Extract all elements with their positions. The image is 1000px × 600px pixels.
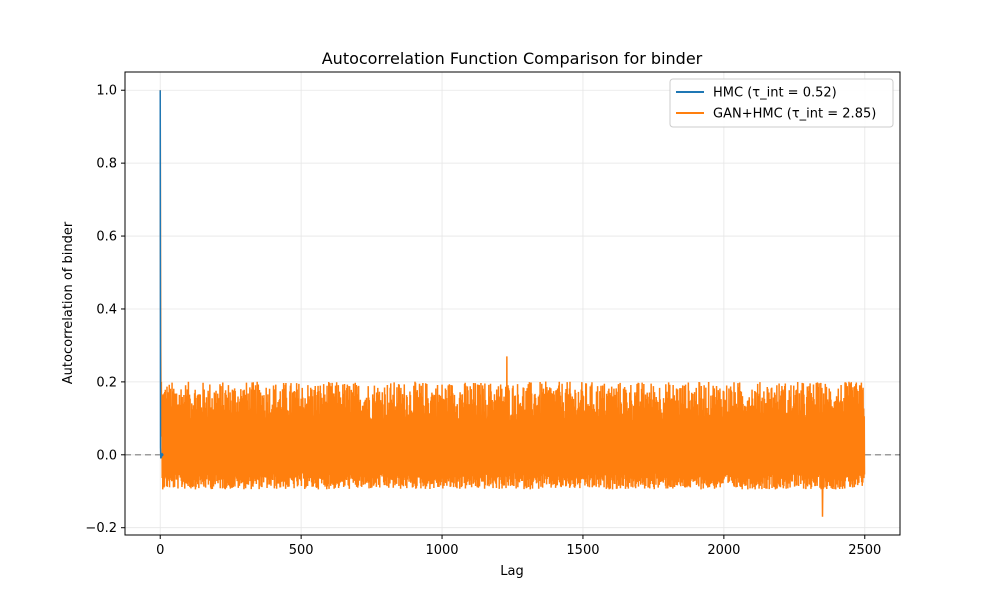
y-axis-label: Autocorrelation of binder [61, 221, 76, 384]
x-tick-label-0: 0 [156, 543, 164, 558]
y-tick-label-6: 1.0 [96, 84, 117, 99]
x-tick-label-4: 2000 [707, 543, 740, 558]
x-tick-label-2: 1000 [425, 543, 458, 558]
series-line-hmc [159, 90, 164, 459]
y-tick-label-1: 0.0 [96, 448, 117, 463]
legend-label-1: GAN+HMC (τ_int = 2.85) [713, 107, 876, 122]
y-tick-label-0: −0.2 [85, 521, 117, 536]
x-tick-label-5: 2500 [848, 543, 881, 558]
x-tick-label-1: 500 [289, 543, 314, 558]
legend-label-0: HMC (τ_int = 0.52) [713, 86, 837, 101]
y-tick-label-2: 0.2 [96, 375, 117, 390]
x-axis: 0 500 1000 1500 2000 2500 [156, 535, 881, 558]
x-axis-label: Lag [500, 564, 523, 579]
series-lines [159, 90, 866, 517]
plot-frame [124, 71, 901, 536]
y-tick-label-4: 0.6 [96, 230, 117, 245]
y-tick-label-3: 0.4 [96, 302, 117, 317]
chart-title: Autocorrelation Function Comparison for … [322, 49, 703, 68]
legend: HMC (τ_int = 0.52) GAN+HMC (τ_int = 2.85) [669, 78, 894, 128]
series-line-gan-hmc [159, 90, 866, 517]
legend-box [669, 78, 894, 128]
y-tick-label-5: 0.8 [96, 157, 117, 172]
y-axis: −0.2 0.0 0.2 0.4 0.6 0.8 1.0 [85, 84, 125, 536]
x-tick-label-3: 1500 [566, 543, 599, 558]
